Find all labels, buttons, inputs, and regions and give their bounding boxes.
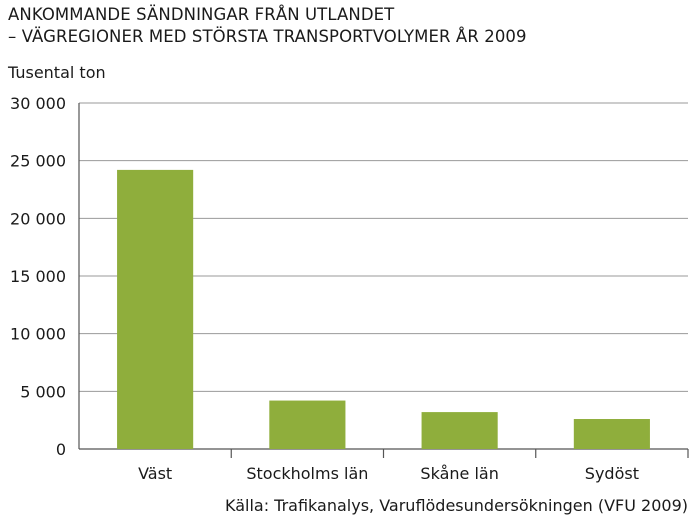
bar-väst <box>117 169 194 450</box>
x-tick-label: Väst <box>138 464 172 483</box>
y-tick-label: 10 000 <box>10 325 66 344</box>
y-tick-label: 30 000 <box>10 94 66 113</box>
bar-stockholms-län <box>269 400 346 449</box>
source-note: Källa: Trafikanalys, Varuflödesundersökn… <box>224 496 688 515</box>
y-tick-label: 0 <box>56 440 66 459</box>
bar-skåne-län <box>421 412 498 449</box>
y-tick-label: 20 000 <box>10 209 66 228</box>
y-axis-label: Tusental ton <box>8 63 106 82</box>
x-tick-label: Stockholms län <box>246 464 368 483</box>
chart-title-line-1: ANKOMMANDE SÄNDNINGAR FRÅN UTLANDET <box>8 5 395 24</box>
x-tick-label: Skåne län <box>420 464 498 483</box>
y-tick-label: 25 000 <box>10 152 66 171</box>
x-tick-label: Sydöst <box>585 464 639 483</box>
chart-title-line-2: – VÄGREGIONER MED STÖRSTA TRANSPORTVOLYM… <box>8 27 527 46</box>
bar-sydöst <box>573 419 650 449</box>
chart-title: ANKOMMANDE SÄNDNINGAR FRÅN UTLANDET – VÄ… <box>8 4 688 48</box>
y-tick-label: 5 000 <box>20 382 66 401</box>
y-tick-label: 15 000 <box>10 267 66 286</box>
